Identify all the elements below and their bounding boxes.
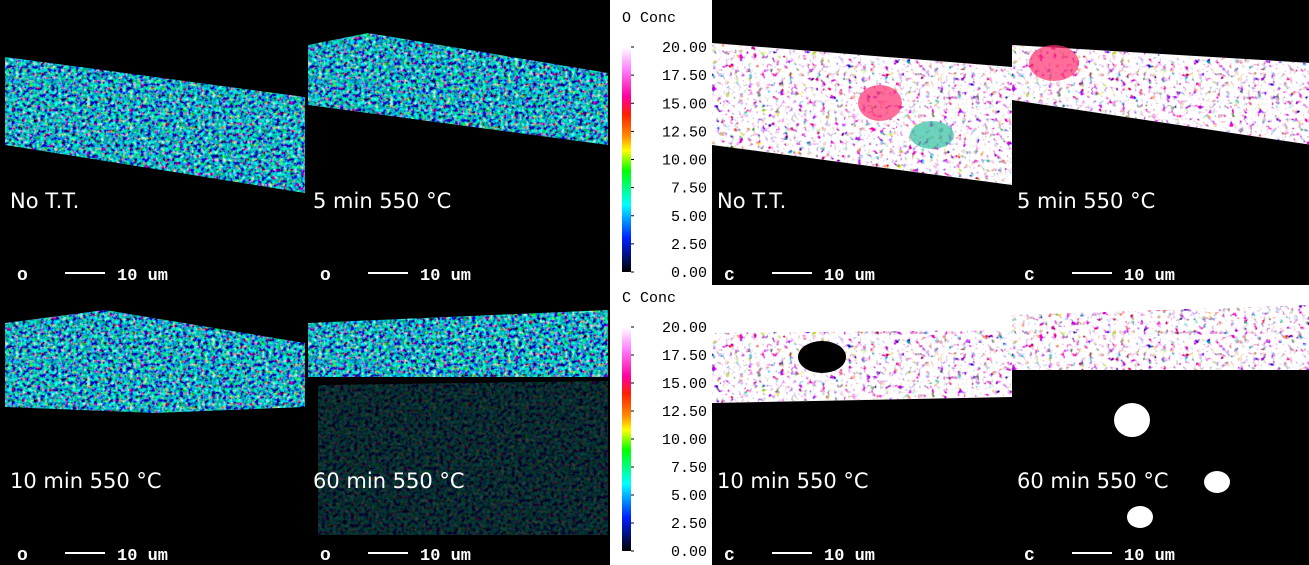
panel-label: 5 min 550 °C [1017, 189, 1155, 213]
colorbar-tick-label: 7.50 [671, 181, 707, 198]
panel: 10 min 550 °C c 10 um [712, 285, 1012, 565]
colorbar-tick-label: 2.50 [671, 237, 707, 254]
colorbar-tick-label: 12.50 [662, 404, 707, 421]
element-label: c [1024, 266, 1035, 286]
colorbar-tick-label: 10.00 [662, 432, 707, 449]
colorbar [622, 47, 631, 272]
colorbar-title: O Conc [622, 10, 676, 27]
colorbar-tick-label: 0.00 [671, 544, 707, 561]
panel-label: 10 min 550 °C [10, 469, 162, 493]
element-label: c [724, 546, 735, 565]
colorbar-tick-label: 10.00 [662, 153, 707, 170]
scale-label: 10 um [824, 267, 875, 286]
scale-label: 10 um [117, 267, 168, 286]
colorbar-tick-label: 2.50 [671, 516, 707, 533]
element-label: o [17, 546, 28, 565]
panel: No T.T. o 10 um [5, 57, 305, 286]
panel: 5 min 550 °C c 10 um [1012, 45, 1309, 286]
element-label: o [320, 546, 331, 565]
colorbar [622, 327, 631, 551]
panel-label: 60 min 550 °C [1017, 469, 1169, 493]
panel: 60 min 550 °C c 10 um [1012, 285, 1309, 565]
panel-label: No T.T. [717, 189, 786, 213]
scale-label: 10 um [420, 547, 471, 565]
scale-label: 10 um [824, 547, 875, 565]
panel-label: No T.T. [10, 189, 79, 213]
scale-label: 10 um [117, 547, 168, 565]
element-label: o [320, 266, 331, 286]
scale-label: 10 um [420, 267, 471, 286]
colorbar-tick-label: 17.50 [662, 348, 707, 365]
panel-label: 5 min 550 °C [313, 189, 451, 213]
colorbar-tick-label: 12.50 [662, 124, 707, 141]
colorbar-tick-label: 5.00 [671, 488, 707, 505]
panel: 10 min 550 °C o 10 um [5, 310, 305, 565]
colorbar-tick-label: 15.00 [662, 96, 707, 113]
panel: 60 min 550 °C o 10 um [308, 310, 608, 565]
scale-label: 10 um [1124, 547, 1175, 565]
colorbar-tick-label: 20.00 [662, 40, 707, 57]
panel: 5 min 550 °C o 10 um [308, 33, 608, 286]
colorbar-tick-label: 17.50 [662, 68, 707, 85]
colorbar-tick-label: 20.00 [662, 320, 707, 337]
element-label: o [17, 266, 28, 286]
element-label: c [724, 266, 735, 286]
colorbar-tick-label: 0.00 [671, 265, 707, 282]
colorbar-tick-label: 5.00 [671, 209, 707, 226]
panel-label: 10 min 550 °C [717, 469, 869, 493]
colorbar-tick-label: 15.00 [662, 376, 707, 393]
scale-label: 10 um [1124, 267, 1175, 286]
panel: No T.T. c 10 um [712, 43, 1012, 286]
panel-label: 60 min 550 °C [313, 469, 465, 493]
element-label: c [1024, 546, 1035, 565]
colorbar-tick-label: 7.50 [671, 460, 707, 477]
colorbar-title: C Conc [622, 290, 676, 307]
